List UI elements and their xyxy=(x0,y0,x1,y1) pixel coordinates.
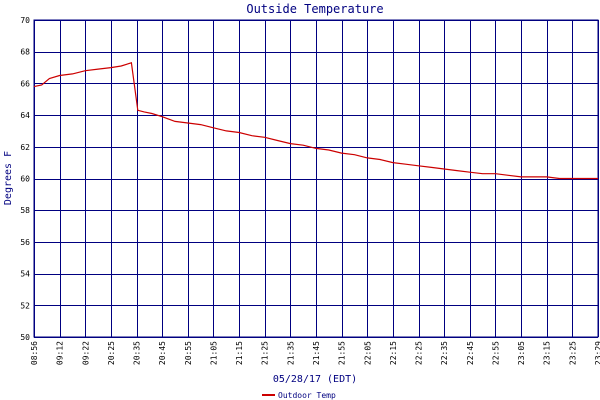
x-tick-label-2: 09:22 xyxy=(81,341,90,365)
legend: Outdoor Temp xyxy=(262,391,336,400)
y-tick-label-4: 58 xyxy=(20,206,30,215)
x-tick-label-22: 23:29 xyxy=(594,341,600,365)
y-tick-label-6: 62 xyxy=(20,143,30,152)
x-tick-label-1: 09:12 xyxy=(56,341,65,365)
x-axis-label: 05/28/17 (EDT) xyxy=(273,374,357,385)
x-tick-label-20: 23:15 xyxy=(543,341,552,365)
y-tick-label-8: 66 xyxy=(20,79,30,88)
x-tick-label-10: 21:35 xyxy=(286,341,295,365)
x-tick-label-0: 08:56 xyxy=(30,341,39,365)
x-tick-label-17: 22:45 xyxy=(466,341,475,365)
x-tick-label-8: 21:15 xyxy=(235,341,244,365)
x-tick-label-14: 22:15 xyxy=(389,341,398,365)
x-tick-label-16: 22:35 xyxy=(440,341,449,365)
x-tick-label-9: 21:25 xyxy=(261,341,270,365)
y-tick-label-10: 70 xyxy=(20,16,30,25)
y-tick-label-0: 50 xyxy=(20,333,30,342)
y-tick-labels: 50 52 54 56 58 60 62 64 66 68 70 xyxy=(20,16,30,342)
x-tick-label-11: 21:45 xyxy=(312,341,321,365)
x-tick-label-15: 22:25 xyxy=(415,341,424,365)
x-tick-label-21: 23:25 xyxy=(568,341,577,365)
series-lines xyxy=(33,62,598,180)
chart-title: Outside Temperature xyxy=(246,2,383,16)
x-tick-label-12: 21:55 xyxy=(338,341,347,365)
series-line-outdoor-temp xyxy=(33,62,598,180)
y-tick-label-3: 56 xyxy=(20,238,30,247)
y-tick-label-9: 68 xyxy=(20,48,30,57)
y-tick-label-7: 64 xyxy=(20,111,30,120)
x-tick-label-6: 20:55 xyxy=(184,341,193,365)
y-tick-label-1: 52 xyxy=(20,301,30,310)
y-tick-label-2: 54 xyxy=(20,270,30,279)
x-tick-label-4: 20:35 xyxy=(133,341,142,365)
x-tick-label-7: 21:05 xyxy=(209,341,218,365)
x-tick-label-13: 22:05 xyxy=(363,341,372,365)
y-axis-label: Degrees F xyxy=(3,151,14,205)
x-tick-labels: 08:56 09:12 09:22 20:25 20:35 20:45 20:55 21:05… xyxy=(30,341,600,365)
y-tick-label-5: 60 xyxy=(20,175,30,184)
x-tick-label-3: 20:25 xyxy=(107,341,116,365)
legend-label-outdoor-temp: Outdoor Temp xyxy=(278,391,336,400)
x-tick-label-18: 22:55 xyxy=(491,341,500,365)
x-tick-label-5: 20:45 xyxy=(158,341,167,365)
grid xyxy=(33,19,599,338)
x-tick-label-19: 23:05 xyxy=(517,341,526,365)
